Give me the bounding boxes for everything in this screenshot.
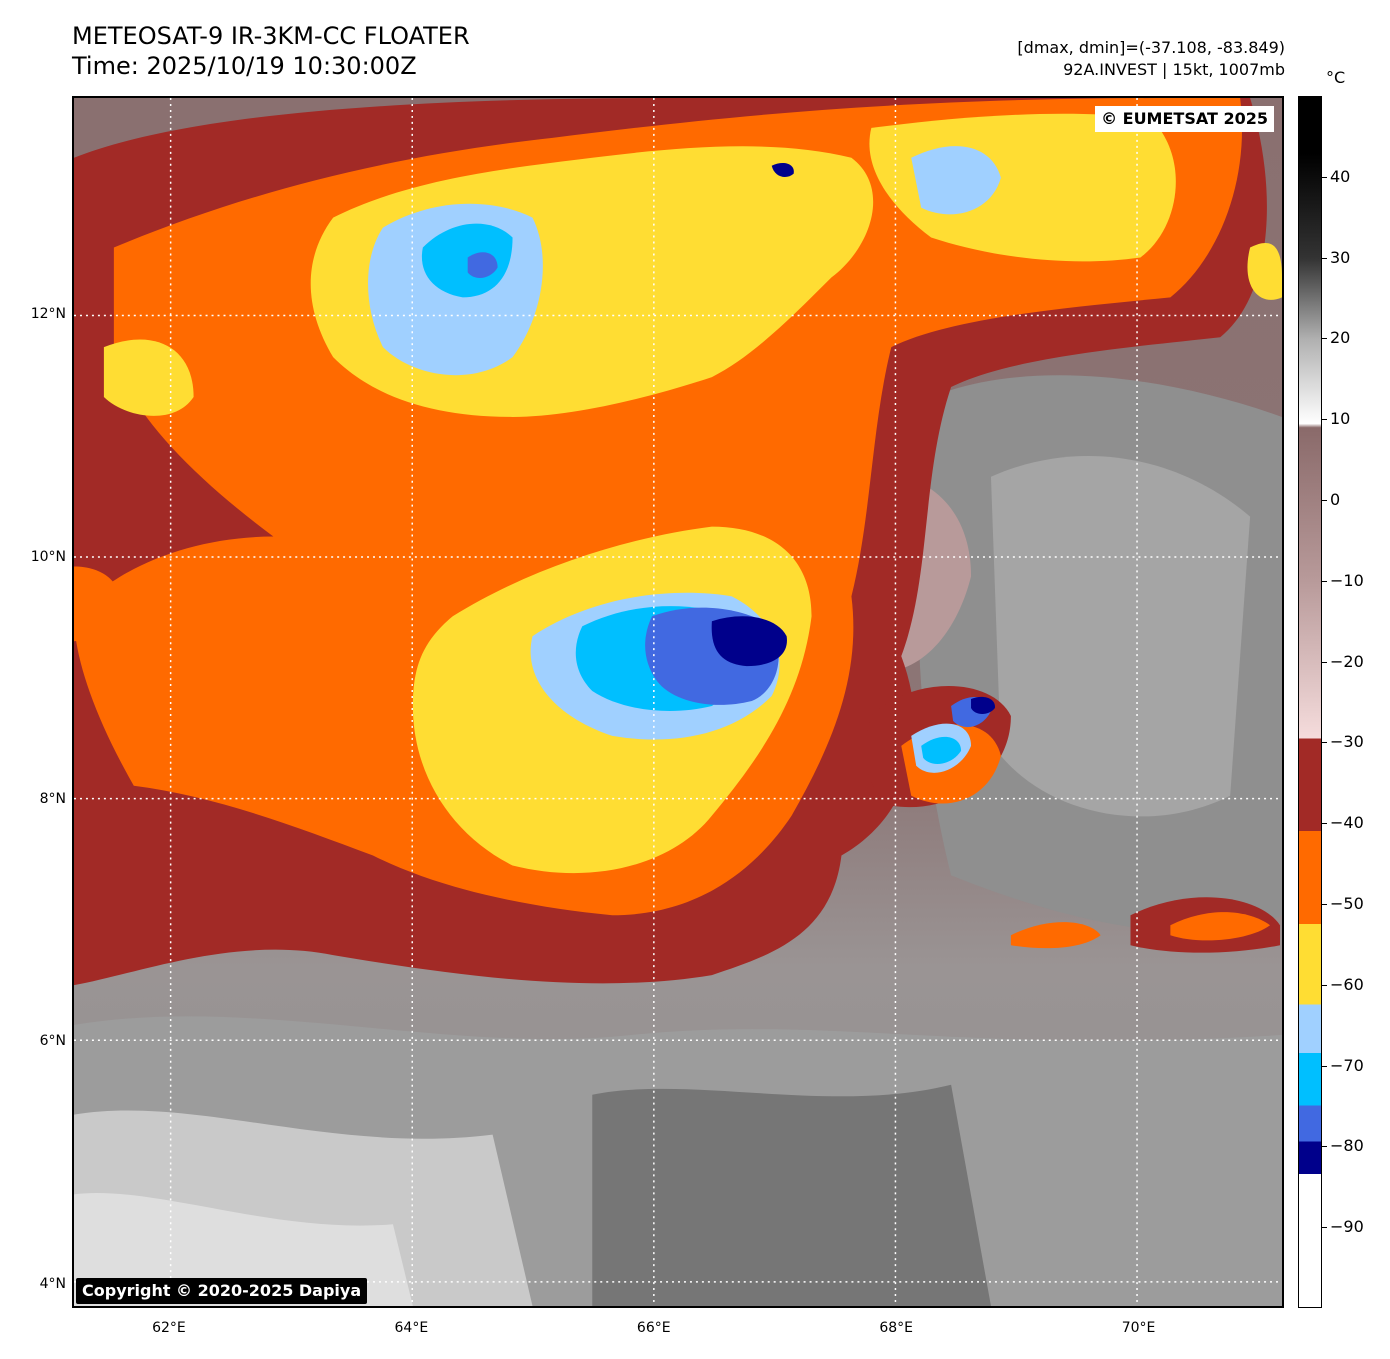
longitude-label: 64°E (394, 1320, 429, 1336)
colorbar-tick-label: −10 (1330, 570, 1364, 590)
longitude-label: 68°E (879, 1320, 913, 1336)
colorbar-tick (1322, 1227, 1327, 1229)
cloud-lightblue-northeast (911, 146, 1001, 215)
cloud-navy-core (711, 616, 787, 667)
longitude-label: 66°E (636, 1320, 671, 1336)
cloud-navy-north (771, 162, 794, 178)
colorbar-tick-label: −30 (1330, 732, 1364, 752)
data-range-info: [dmax, dmin]=(-37.108, -83.849) (1017, 38, 1285, 57)
colorbar-tick (1322, 500, 1327, 501)
imagery-layer (74, 98, 1282, 1306)
colorbar-tick (1322, 742, 1327, 744)
dark-gray-region-south (592, 1084, 991, 1306)
cloud-orange-west-edge (74, 566, 122, 642)
colorbar (1298, 96, 1322, 1308)
longitude-label: 70°E (1121, 1320, 1156, 1336)
latitude-label: 12°N (30, 306, 66, 323)
cloud-orange-east-streak2 (1010, 922, 1101, 949)
light-gray-region-east (990, 456, 1251, 817)
latitude-label: 10°N (30, 548, 66, 565)
colorbar-tick (1322, 1146, 1327, 1148)
colorbar-tick-label: −80 (1330, 1136, 1364, 1156)
colorbar-tick-label: −20 (1330, 651, 1364, 671)
colorbar-tick-label: −40 (1330, 813, 1364, 833)
colorbar-tick-label: 30 (1330, 247, 1351, 267)
colorbar-tick-label: 20 (1330, 328, 1351, 348)
colorbar-tick (1322, 661, 1327, 663)
storm-info: 92A.INVEST | 15kt, 1007mb (1063, 60, 1285, 79)
cloud-yellow-west (103, 339, 194, 416)
colorbar-tick-label: −60 (1330, 974, 1364, 994)
cloud-cyan-east-cell (921, 736, 962, 764)
copyright-badge: Copyright © 2020-2025 Dapiya (76, 1278, 368, 1304)
colorbar-tick-label: 40 (1330, 166, 1351, 186)
colorbar-tick (1322, 338, 1327, 340)
colorbar-tick (1322, 984, 1327, 986)
cloud-royalblue-north (467, 252, 498, 278)
longitude-label: 62°E (152, 1320, 186, 1336)
colorbar-tick (1322, 419, 1327, 421)
satellite-map[interactable]: © EUMETSAT 2025 Copyright © 2020-2025 Da… (72, 96, 1284, 1308)
colorbar-tick-label: −70 (1330, 1055, 1364, 1075)
cloud-navy-east-cell (971, 696, 996, 714)
latitude-label: 6°N (39, 1033, 66, 1050)
colorbar-tick (1322, 580, 1327, 582)
graticule (74, 98, 1282, 1306)
cloud-orange-east-streak (1170, 912, 1271, 941)
colorbar-tick-label: −50 (1330, 894, 1364, 913)
cloud-cyan-north (421, 223, 513, 298)
colorbar-tick (1322, 257, 1327, 259)
colorbar-tick (1322, 823, 1327, 825)
colorbar-unit: °C (1326, 68, 1346, 87)
colorbar-tick (1322, 904, 1327, 905)
eumetsat-credit: © EUMETSAT 2025 (1095, 106, 1274, 132)
colorbar-tick-label: 10 (1330, 409, 1351, 429)
colorbar-tick-label: 0 (1330, 490, 1341, 509)
colorbar-tick-label: −90 (1330, 1217, 1364, 1237)
cloud-yellow-east-edge (1247, 242, 1282, 300)
title-satellite: METEOSAT-9 IR-3KM-CC FLOATER (72, 22, 470, 50)
latitude-label: 8°N (39, 790, 66, 807)
title-time: Time: 2025/10/19 10:30:00Z (72, 52, 417, 80)
white-region-southwest (74, 1193, 413, 1306)
colorbar-tick (1322, 176, 1327, 178)
colorbar-tick (1322, 1065, 1327, 1067)
latitude-label: 4°N (39, 1275, 66, 1292)
